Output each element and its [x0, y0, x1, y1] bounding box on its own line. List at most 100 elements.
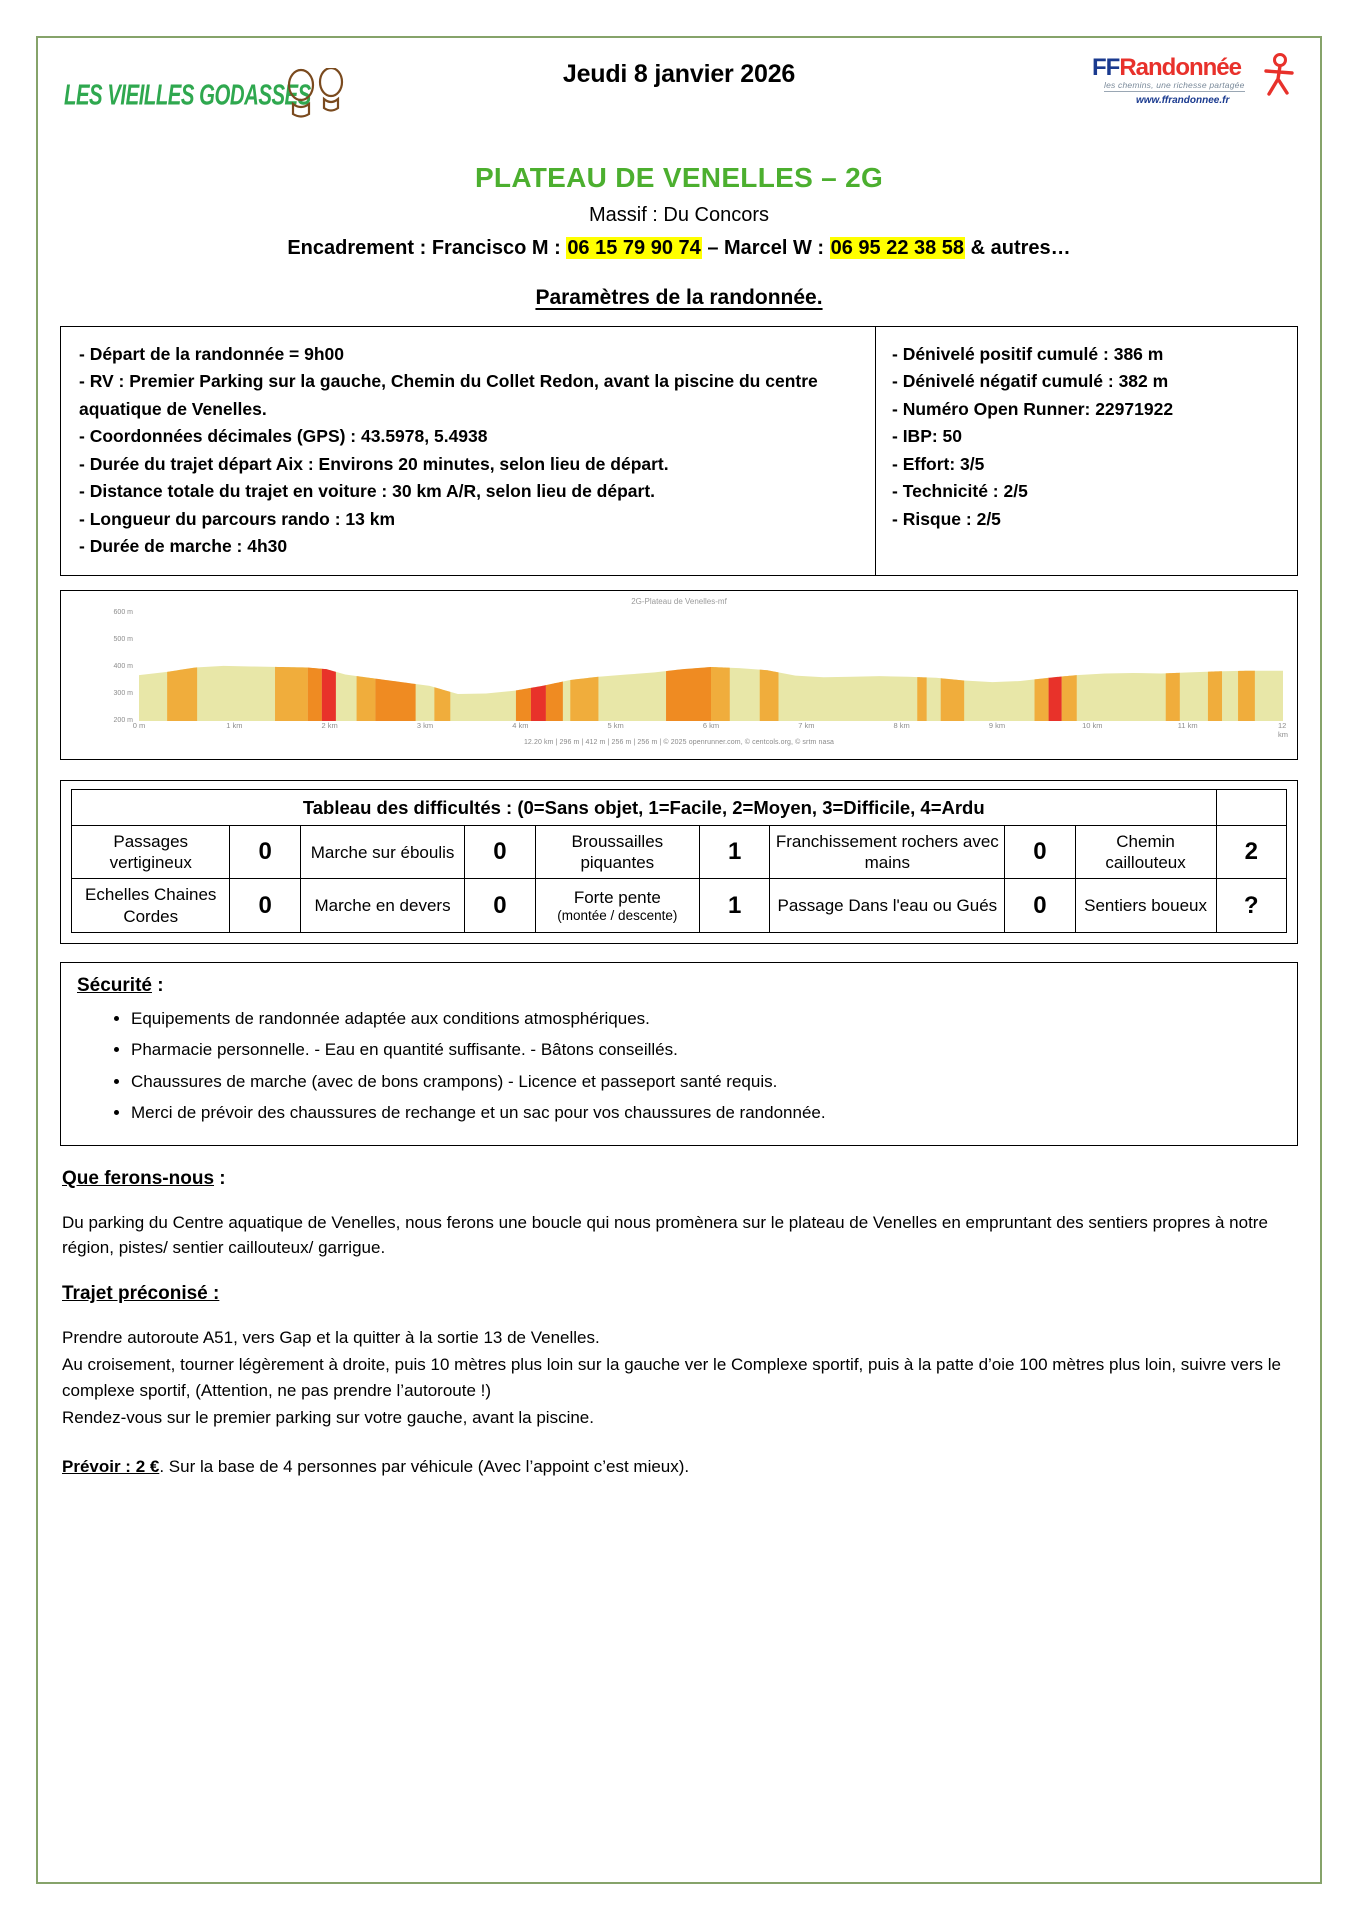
chart-x-tick: 10 km: [1082, 720, 1103, 730]
difficulty-label: Broussailles piquantes: [534, 824, 701, 880]
chart-y-tick: 200 m: [113, 716, 133, 724]
chart-x-tick: 3 km: [416, 720, 434, 730]
parameters-right-column: - Dénivelé positif cumulé : 386 m - Déni…: [876, 327, 1297, 575]
elevation-area-svg: [139, 665, 1283, 721]
param-item: - Distance totale du trajet en voiture :…: [79, 481, 656, 502]
chart-y-tick: 500 m: [113, 635, 133, 643]
parameters-heading: Paramètres de la randonnée.: [535, 286, 823, 309]
list-item: Merci de prévoir des chaussures de recha…: [131, 1097, 1281, 1128]
ff-prefix: FF: [1092, 54, 1120, 81]
param-item: - Coordonnées décimales (GPS) : 43.5978,…: [79, 426, 488, 447]
que-ferons-nous-colon: :: [214, 1167, 226, 1189]
difficulty-label: Passage Dans l'eau ou Gués: [769, 878, 1006, 933]
difficulty-table: Tableau des difficultés : (0=Sans objet,…: [70, 788, 1287, 933]
walking-man-icon: [1264, 53, 1294, 96]
chart-x-tick: 5 km: [607, 720, 624, 730]
chart-y-tick: 300 m: [113, 689, 133, 697]
difficulty-value: 0: [229, 878, 301, 933]
chart-x-tick: 0 m: [132, 720, 146, 730]
chart-x-tick: 9 km: [988, 720, 1006, 730]
document-date: Jeudi 8 janvier 2026: [562, 60, 796, 88]
param-item: - Dénivelé positif cumulé : 386 m: [892, 344, 1164, 364]
chart-y-tick: 600 m: [113, 608, 133, 616]
param-item: - Technicité : 2/5: [892, 481, 1028, 502]
difficulty-value: 0: [229, 824, 301, 880]
securite-heading-text: Sécurité: [77, 974, 152, 996]
trajet-heading-text: Trajet préconisé :: [62, 1282, 220, 1304]
page-title: PLATEAU DE VENELLES – 2G: [474, 162, 884, 193]
difficulty-value: 2: [1215, 824, 1287, 880]
difficulty-value: 0: [464, 824, 536, 880]
chart-y-tick: 400 m: [113, 662, 133, 670]
param-item: - Risque : 2/5: [892, 508, 1001, 529]
ff-randonnee-text: Randonnée: [1119, 54, 1242, 81]
que-ferons-nous-heading-text: Que ferons-nous: [62, 1167, 215, 1189]
list-item: Equipements de randonnée adaptée aux con…: [131, 1003, 1281, 1034]
chart-x-tick: 8 km: [893, 720, 910, 730]
difficulty-value: 0: [1004, 824, 1076, 880]
elevation-profile-chart: 2G-Plateau de Venelles-mf 200 m 300 m 400 …: [60, 589, 1298, 760]
difficulty-value: 0: [1004, 878, 1076, 933]
footprints-icon: [287, 68, 344, 118]
ffrandonnee-wordmark: FFRandonnée: [1092, 54, 1242, 82]
encadrement-middle: – Marcel W :: [701, 237, 830, 259]
securite-box: Sécurité : Equipements de randonnée adap…: [60, 961, 1298, 1146]
difficulty-label: Passages vertigineux: [70, 824, 231, 880]
encadrement-phone-2: 06 95 22 38 58: [829, 237, 966, 259]
difficulty-value: 0: [464, 878, 536, 933]
chart-footer-stats: 12.20 km | 296 m | 412 m | 256 m | 256 m…: [523, 738, 835, 746]
difficulty-label-sub: (montée / descente): [557, 907, 678, 923]
difficulty-legend: Tableau des difficultés : (0=Sans objet,…: [71, 788, 1217, 826]
difficulty-label: Echelles Chaines Cordes: [70, 878, 231, 933]
trajet-line: Rendez-vous sur le premier parking sur v…: [62, 1408, 594, 1428]
difficulty-label: Marche en devers: [299, 878, 466, 933]
trajet-heading: Trajet préconisé :: [62, 1283, 1290, 1305]
massif-label: Massif : Du Concors: [588, 204, 770, 226]
prevoir-label: Prévoir : 2 €: [62, 1456, 160, 1476]
param-item: - Dénivelé négatif cumulé : 382 m: [892, 371, 1169, 392]
document-header: LES VIEILLES GODASSES Jeudi 8 janvier 20…: [38, 38, 1320, 158]
difficulty-value: ?: [1215, 878, 1287, 933]
chart-x-tick: 7 km: [798, 720, 815, 730]
prevoir-line: Prévoir : 2 €. Sur la base de 4 personne…: [62, 1457, 1290, 1477]
encadrement-phone-1: 06 15 79 90 74: [566, 237, 702, 259]
ffrandonnee-logo: FFRandonnée les chemins, une richesse pa…: [1092, 52, 1302, 112]
param-item: - Durée de marche : 4h30: [79, 536, 288, 557]
encadrement-line: Encadrement : Francisco M : 06 15 79 90 …: [38, 237, 1320, 260]
difficulty-legend-spacer: [1215, 788, 1287, 826]
club-logo: LES VIEILLES GODASSES: [64, 64, 364, 126]
securite-list: Equipements de randonnée adaptée aux con…: [77, 1003, 1281, 1129]
param-item: - IBP: 50: [892, 426, 963, 447]
que-ferons-nous-heading: Que ferons-nous :: [62, 1168, 1290, 1190]
ff-url: www.ffrandonnee.fr: [1136, 95, 1230, 106]
trajet-line: Au croisement, tourner légèrement à droi…: [62, 1355, 1281, 1400]
trajet-section: Trajet préconisé : Prendre autoroute A51…: [62, 1283, 1290, 1477]
difficulty-label: Sentiers boueux: [1074, 878, 1217, 933]
chart-x-tick: 11 km: [1177, 720, 1198, 730]
chart-title: 2G-Plateau de Venelles-mf: [631, 596, 727, 606]
chart-x-tick: 4 km: [512, 720, 529, 730]
difficulty-value: 1: [698, 824, 771, 880]
table-header-row: Tableau des difficultés : (0=Sans objet,…: [71, 788, 1287, 826]
que-ferons-nous-body: Du parking du Centre aquatique de Venell…: [62, 1212, 1268, 1258]
difficulty-label: Franchissement rochers avec mains: [769, 824, 1006, 880]
difficulty-label: Marche sur éboulis: [299, 824, 466, 880]
securite-heading: Sécurité :: [77, 975, 1281, 997]
club-logo-text: LES VIEILLES GODASSES: [64, 80, 311, 112]
encadrement-prefix: Encadrement : Francisco M :: [287, 237, 567, 259]
document-page: LES VIEILLES GODASSES Jeudi 8 janvier 20…: [36, 36, 1322, 1884]
chart-plot-area: [139, 613, 1283, 721]
chart-x-tick: 2 km: [321, 720, 338, 730]
difficulty-label: Chemin caillouteux: [1074, 824, 1217, 880]
param-item: - Effort: 3/5: [892, 453, 985, 474]
encadrement-suffix: & autres…: [965, 237, 1071, 259]
parameters-left-column: - Départ de la randonnée = 9h00 - RV : P…: [61, 327, 876, 575]
chart-x-axis: 0 m 1 km 2 km 3 km 4 km 5 km 6 km 7 km 8 km 9 km 1…: [133, 720, 1288, 739]
que-ferons-nous-section: Que ferons-nous : Du parking du Centre a…: [62, 1168, 1290, 1261]
ff-slogan: les chemins, une richesse partagée: [1104, 80, 1245, 92]
param-item: - Durée du trajet départ Aix : Environs …: [79, 453, 669, 474]
trajet-line: Prendre autoroute A51, vers Gap et la qu…: [62, 1327, 600, 1347]
difficulty-table-box: Tableau des difficultés : (0=Sans objet,…: [60, 779, 1298, 944]
difficulty-value: 1: [698, 878, 771, 933]
chart-x-tick: 6 km: [702, 720, 720, 730]
